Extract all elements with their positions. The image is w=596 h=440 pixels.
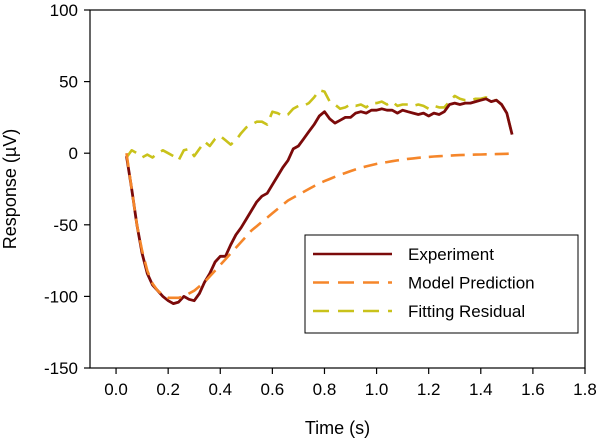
x-tick-label: 0.6 xyxy=(261,380,285,399)
y-tick-label: 100 xyxy=(50,1,78,20)
x-axis-title: Time (s) xyxy=(305,418,370,438)
x-tick-label: 1.4 xyxy=(469,380,493,399)
x-tick-label: 0.2 xyxy=(156,380,180,399)
y-tick-label: -100 xyxy=(44,287,78,306)
x-tick-label: 0.4 xyxy=(208,380,232,399)
legend: Experiment Model Prediction Fitting Residu… xyxy=(304,234,579,334)
x-tick-label: 1.2 xyxy=(417,380,441,399)
x-ticks: 0.0 0.2 0.4 0.6 0.8 1.0 1.2 1.4 1.6 1.8 xyxy=(104,368,596,399)
x-tick-label: 0.0 xyxy=(104,380,128,399)
series-line-fitting-residual xyxy=(125,88,514,162)
legend-label: Experiment xyxy=(408,245,494,264)
x-tick-label: 1.6 xyxy=(521,380,545,399)
y-axis-title: Response (µV) xyxy=(0,129,20,249)
series-lines xyxy=(125,88,514,305)
x-tick-label: 1.0 xyxy=(365,380,389,399)
x-tick-label: 1.8 xyxy=(573,380,596,399)
y-tick-label: -50 xyxy=(53,216,78,235)
legend-box xyxy=(304,234,579,334)
y-tick-label: 0 xyxy=(69,144,78,163)
series-line-experiment xyxy=(125,97,514,305)
legend-label: Model Prediction xyxy=(408,274,535,293)
x-tick-label: 0.8 xyxy=(313,380,337,399)
y-tick-label: -150 xyxy=(44,359,78,378)
series-line-model-prediction xyxy=(125,152,513,300)
legend-label: Fitting Residual xyxy=(408,302,525,321)
legend-items: Experiment Model Prediction Fitting Residu… xyxy=(313,245,535,321)
y-tick-label: 50 xyxy=(59,73,78,92)
plot-frame xyxy=(89,9,586,369)
y-ticks: -150 -100 -50 0 50 100 xyxy=(44,1,90,378)
